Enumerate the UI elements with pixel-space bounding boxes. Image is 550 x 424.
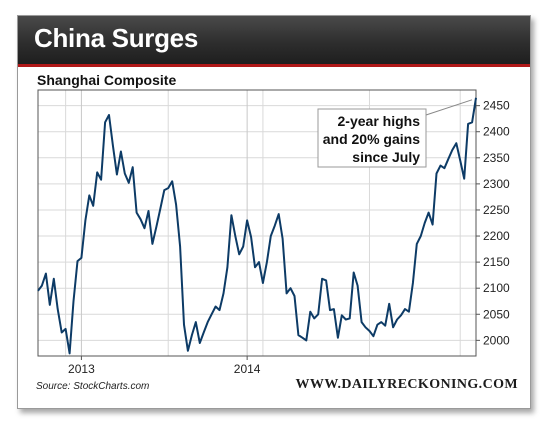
brand-url: WWW.DAILYRECKONING.COM: [295, 377, 518, 392]
y-tick-label: 2300: [483, 177, 510, 191]
x-tick-label: 2013: [68, 362, 95, 376]
y-tick-label: 2250: [483, 203, 510, 217]
annotation-line: 2-year highs: [338, 113, 421, 129]
y-tick-label: 2050: [483, 307, 510, 321]
annotation-line: since July: [352, 149, 420, 165]
chart-title: Shanghai Composite: [37, 72, 177, 88]
annotation-box: [317, 108, 427, 168]
series-line: [37, 97, 477, 355]
y-tick-label: 2450: [483, 99, 510, 113]
x-axis-ticks: 2013 2014: [68, 356, 261, 376]
banner-title: China Surges: [34, 23, 198, 53]
annotation-pointer: [425, 99, 473, 116]
y-axis-ticks: 2000 2050 2100 2150 2200 2250 2300 2350 2400 2450: [476, 99, 510, 347]
y-tick-label: 2100: [483, 281, 510, 295]
source-note: Source: StockCharts.com: [36, 381, 150, 392]
y-tick-label: 2350: [483, 151, 510, 165]
plot-border: [37, 89, 477, 357]
annotation-line: and 20% gains: [323, 131, 420, 147]
x-tick-label: 2014: [234, 362, 261, 376]
y-tick-label: 2000: [483, 333, 510, 347]
y-tick-label: 2150: [483, 255, 510, 269]
y-tick-label: 2400: [483, 125, 510, 139]
y-tick-label: 2200: [483, 229, 510, 243]
line-chart: 2000 2050 2100 2150 2200 2250 2300 2350 2400 2450…: [37, 89, 510, 376]
annotation-callout: 2-year highs and 20% gains since July: [317, 99, 473, 168]
title-banner: China Surges: [18, 16, 530, 67]
annotation-lines: 2-year highs and 20% gains since July: [323, 113, 420, 165]
chart-frame: China Surges Shanghai Composite 2000 2050…: [17, 15, 531, 409]
